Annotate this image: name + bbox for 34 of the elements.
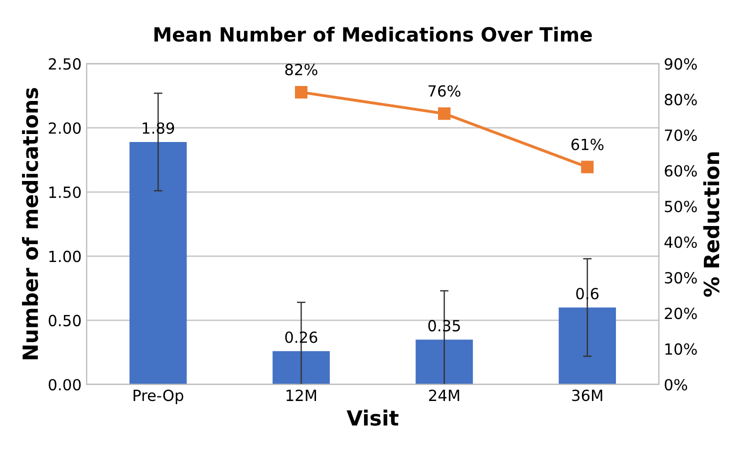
- data-label: 76%: [428, 85, 460, 97]
- y-tick-label: 2.00: [48, 122, 81, 134]
- y2-tick-label: 20%: [664, 308, 697, 320]
- y2-tick-label: 30%: [664, 272, 697, 284]
- point: [294, 86, 308, 98]
- point: [581, 160, 594, 174]
- y-axis-title: Number of medications: [22, 88, 38, 360]
- y-tick-label: 0.50: [48, 314, 81, 326]
- chart-title: Mean Number of Medications Over Time: [154, 26, 592, 42]
- point: [438, 107, 451, 120]
- y2-tick-label: 60%: [664, 165, 697, 177]
- y-tick-label: 1.50: [49, 186, 81, 198]
- y2-tick-label: 70%: [664, 129, 697, 142]
- bar: [130, 142, 187, 384]
- y2-tick-label: 40%: [664, 236, 697, 248]
- y-tick-label: 1.00: [49, 250, 81, 262]
- x-axis-title: Visit: [346, 410, 398, 426]
- y2-tick-label: 90%: [664, 58, 697, 70]
- y2-tick-label: 10%: [665, 343, 697, 355]
- bar: [416, 340, 473, 384]
- x-tick-label: 24M: [429, 390, 460, 401]
- data-label: 82%: [285, 64, 318, 76]
- y-tick-label: 0.00: [48, 378, 81, 390]
- x-tick-label: Pre-Op: [134, 390, 184, 404]
- bar: [558, 307, 616, 384]
- x-tick-label: 36M: [572, 390, 602, 402]
- y2-tick-label: 0%: [664, 378, 688, 390]
- y2-axis-title: % Reduction: [703, 152, 720, 297]
- bar: [272, 351, 330, 384]
- y-tick-label: 2.50: [48, 58, 81, 70]
- y2-tick-label: 50%: [664, 200, 697, 212]
- y2-tick-label: 80%: [664, 94, 697, 106]
- x-tick-label: 12M: [286, 390, 316, 401]
- data-label: 61%: [571, 138, 604, 150]
